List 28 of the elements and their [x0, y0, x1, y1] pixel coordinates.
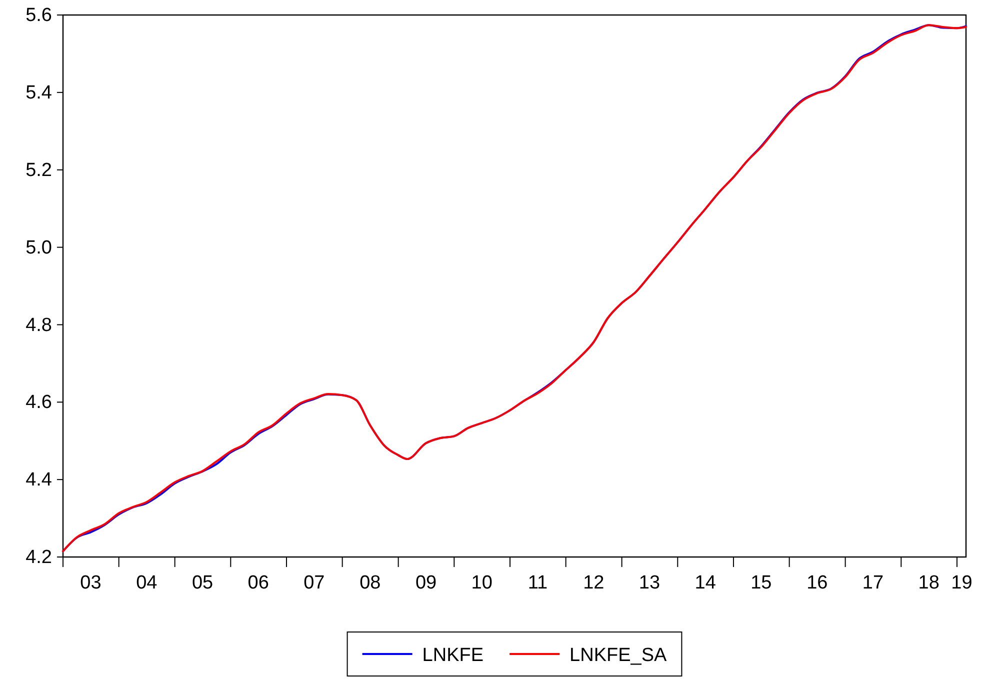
line-series [62, 24, 967, 552]
y-tick-label: 5.6 [26, 5, 52, 26]
x-tick-label: 08 [360, 572, 381, 594]
x-tick-label: 18 [918, 572, 940, 594]
x-tick-label: 04 [136, 572, 158, 594]
x-tick-label: 11 [528, 572, 548, 594]
legend-label: LNKFE [422, 645, 484, 666]
x-tick-label: 15 [750, 572, 772, 594]
y-tick-label: 5.0 [26, 237, 52, 258]
x-tick-label: 07 [304, 572, 325, 594]
y-tick-label: 4.6 [26, 392, 52, 414]
x-tick-label: 17 [862, 572, 884, 594]
legend-label: LNKFE_SA [570, 645, 668, 666]
y-tick-label: 4.4 [26, 470, 52, 491]
y-tick-label: 4.8 [26, 314, 52, 336]
x-tick-label: 16 [806, 572, 828, 594]
x-tick-label: 09 [415, 572, 437, 594]
x-tick-label: 06 [248, 572, 269, 594]
x-tick-label: 03 [80, 572, 102, 594]
x-tick-label: 13 [638, 572, 660, 594]
x-tick-label: 14 [694, 572, 716, 594]
x-tick-label: 10 [471, 572, 492, 594]
x-tick-label: 19 [951, 572, 972, 594]
x-tick-label: 05 [192, 572, 214, 594]
y-tick-label: 5.4 [26, 82, 52, 104]
x-tick-label: 12 [583, 572, 604, 594]
y-tick-label: 4.2 [26, 547, 52, 568]
y-tick-label: 5.2 [26, 160, 52, 181]
